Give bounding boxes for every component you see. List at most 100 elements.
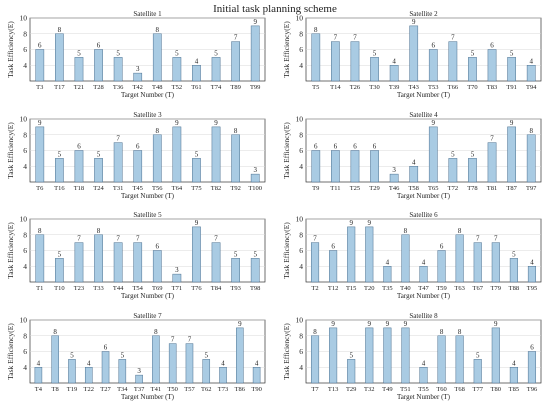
x-tick-label: T97 [526,185,537,192]
x-tick-label: T36 [113,84,124,91]
y-axis-label: Task Efficiency(E) [282,222,291,279]
data-label: 9 [38,119,42,127]
panel-title: Satellite 4 [409,111,438,119]
data-label: 5 [195,150,199,158]
data-label: 6 [38,42,42,50]
y-tick-label: 10 [296,316,304,325]
data-label: 5 [121,351,125,359]
y-axis-label: Task Efficiency(E) [282,323,291,380]
data-label: 4 [422,258,426,266]
satellite-panel: 4 6 8 10 Satellite 5 8 T1 5 T10 7 T23 8 T33 7 T44 7 T54 6… [6,211,266,300]
y-axis-label: Task Efficiency(E) [6,222,15,279]
bar [250,258,260,283]
bar [370,57,379,82]
data-label: 3 [253,166,257,174]
data-label: 5 [253,250,257,258]
y-tick-label: 6 [299,347,303,356]
data-label: 4 [512,359,516,367]
data-label: 7 [234,34,238,42]
y-tick-label: 10 [296,14,304,23]
bar [35,234,45,283]
x-tick-label: T40 [400,285,410,292]
panel-title: Satellite 8 [409,312,438,320]
bar [350,150,360,183]
data-label: 8 [234,127,238,135]
x-tick-label: T61 [191,84,201,91]
x-tick-label: T19 [67,386,77,393]
bar [118,359,127,384]
data-label: 7 [313,235,317,243]
bar [211,126,221,183]
x-tick-label: T3 [36,84,43,91]
bar [94,234,103,283]
x-tick-label: T85 [509,386,519,393]
x-tick-label: T16 [54,185,65,192]
y-tick-label: 8 [299,230,303,239]
y-tick-label: 8 [299,130,303,139]
x-tick-label: T69 [152,285,162,292]
x-axis-label: Target Number (T) [121,292,175,300]
bar [491,327,500,384]
x-tick-label: T100 [248,185,262,192]
data-label: 6 [373,143,377,151]
x-tick-label: T41 [151,386,161,393]
x-tick-label: T27 [100,386,111,393]
data-label: 5 [476,351,480,359]
data-label: 5 [471,150,475,158]
x-tick-label: T30 [369,84,379,91]
bar [310,335,320,384]
bar [383,327,392,384]
data-label: 9 [432,119,436,127]
data-label: 8 [529,127,533,135]
data-label: 9 [175,119,179,127]
x-tick-label: T48 [152,84,162,91]
x-tick-label: T56 [152,185,163,192]
x-tick-label: T82 [211,185,221,192]
bar [347,359,356,384]
x-tick-label: T75 [191,185,201,192]
x-tick-label: T72 [448,185,458,192]
data-label: 6 [440,243,444,251]
x-tick-label: T15 [346,285,356,292]
data-label: 8 [156,26,160,34]
x-tick-label: T66 [448,84,459,91]
data-label: 8 [458,227,462,235]
x-tick-label: T68 [454,386,464,393]
y-tick-label: 4 [23,61,27,70]
data-label: 6 [104,344,108,352]
x-tick-label: T11 [330,185,340,192]
bar [310,242,320,283]
x-tick-label: T83 [487,84,497,91]
satellite-panel: 4 6 8 10 Satellite 2 8 T5 7 T14 7 T26 5 T30 4 T39 9 T43 6… [282,10,542,99]
bar [311,150,321,183]
bar [389,65,399,82]
x-tick-label: T94 [526,84,537,91]
bar [192,226,201,283]
x-tick-label: T47 [418,285,429,292]
bar [35,49,45,82]
data-label: 4 [195,57,199,65]
data-label: 9 [368,320,372,328]
data-label: 7 [171,336,175,344]
x-tick-label: T74 [211,84,222,91]
data-label: 7 [476,235,480,243]
data-label: 3 [137,367,141,375]
data-label: 7 [77,235,81,243]
bar [350,41,360,82]
data-label: 7 [353,34,357,42]
bar [473,242,482,283]
data-label: 5 [373,49,377,57]
x-tick-label: T55 [418,386,428,393]
bar [68,359,76,384]
bar [468,57,477,82]
x-tick-label: T21 [74,84,84,91]
x-tick-label: T24 [93,185,104,192]
satellite-panel: 4 6 8 10 Satellite 6 7 T2 6 T12 9 T15 9 T20 4 T35 8 T40 4… [282,211,542,300]
bar [55,258,64,283]
y-tick-label: 6 [299,45,303,54]
x-tick-label: T73 [218,386,228,393]
bar [507,57,516,82]
data-label: 9 [331,320,335,328]
x-tick-label: T17 [54,84,65,91]
